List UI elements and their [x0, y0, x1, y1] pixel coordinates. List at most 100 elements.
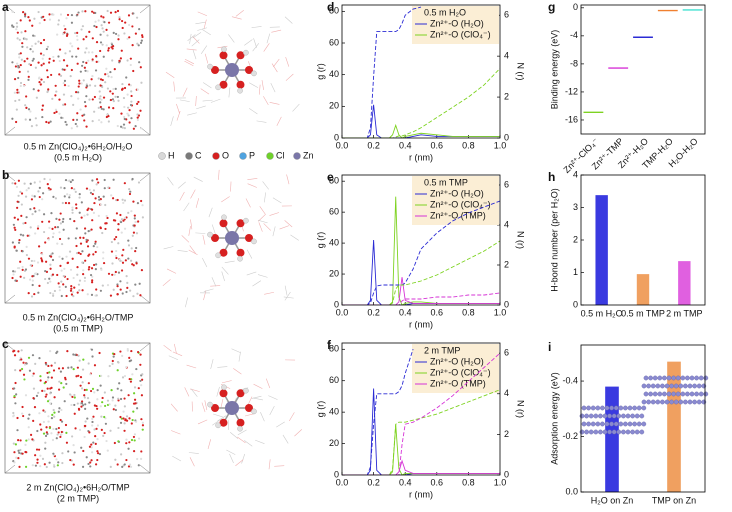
atom-dot — [18, 267, 20, 269]
atom-dot — [69, 50, 71, 52]
atom-dot — [21, 59, 23, 61]
atom-dot — [63, 25, 65, 27]
y-tick-label: 80 — [329, 6, 339, 16]
atom-dot — [137, 220, 139, 222]
bond-line — [171, 404, 178, 412]
atom-dot — [54, 94, 56, 96]
atom-dot — [33, 372, 35, 374]
atom-dot — [45, 435, 47, 437]
atom-dot — [60, 212, 62, 214]
bond-line — [183, 88, 187, 97]
atom-dot — [26, 58, 28, 60]
oxygen — [237, 419, 245, 427]
bond-line — [226, 450, 235, 455]
atom-dot — [17, 77, 19, 79]
oxygen — [220, 219, 228, 227]
atom-dot — [139, 110, 141, 112]
bond-line — [182, 235, 189, 242]
y2-tick-label: 0 — [504, 469, 509, 479]
atom-dot — [34, 181, 36, 183]
slab-atom — [640, 414, 644, 418]
atom-dot — [76, 35, 78, 37]
bond-line — [195, 22, 205, 24]
atom-dot — [120, 57, 122, 59]
bond-line — [196, 96, 197, 106]
bond-line — [246, 199, 251, 208]
bond-line — [276, 422, 284, 427]
bond-line — [189, 453, 199, 454]
bond-line — [174, 82, 175, 92]
atom-dot — [58, 286, 60, 288]
atom-dot — [46, 431, 48, 433]
atom-dot — [61, 258, 63, 260]
atom-dot — [58, 256, 60, 258]
bond-line — [258, 275, 268, 278]
atom-dot — [20, 31, 22, 33]
atom-dot — [96, 450, 98, 452]
atom-dot — [138, 61, 140, 63]
atom-dot — [28, 426, 30, 428]
atom-dot — [84, 227, 86, 229]
atom-dot — [59, 289, 61, 291]
atom-dot — [94, 364, 96, 366]
atom-dot — [124, 422, 126, 424]
atom-dot — [94, 197, 96, 199]
slab-atom — [598, 430, 602, 434]
atom-dot — [80, 28, 82, 30]
atom-dot — [60, 409, 62, 411]
cumulative-line — [342, 241, 500, 305]
slab-atom — [692, 400, 696, 404]
slab-atom — [596, 422, 600, 426]
atom-dot — [125, 439, 127, 441]
bond-line — [191, 190, 196, 199]
bond-line — [203, 100, 213, 101]
slab-atom — [612, 414, 616, 418]
atom-dot — [128, 244, 130, 246]
atom-dot — [120, 112, 122, 114]
atom-dot — [88, 230, 90, 232]
atom-dot — [134, 402, 136, 404]
x-tick-label: 0.8 — [462, 477, 475, 487]
y2-tick-label: 6 — [504, 179, 509, 189]
atom-dot — [122, 292, 124, 294]
atom-dot — [75, 207, 77, 209]
atom-dot — [117, 440, 119, 442]
atom-dot — [101, 232, 103, 234]
atom-dot — [30, 264, 32, 266]
atom-dot — [135, 421, 137, 423]
atom-dot — [122, 410, 124, 412]
atom-dot — [13, 395, 15, 397]
atom-dot — [75, 56, 77, 58]
atom-dot — [55, 90, 57, 92]
bond-line — [260, 206, 266, 214]
atom-dot — [58, 407, 60, 409]
slab-atom — [690, 376, 694, 380]
atom-dot — [44, 442, 46, 444]
atom-dot — [63, 275, 65, 277]
atom-dot — [65, 17, 67, 19]
y-tick-label: -4 — [570, 30, 578, 40]
atom-dot — [134, 125, 136, 127]
atom-dot — [12, 412, 14, 414]
bond-line — [193, 32, 201, 38]
atom-dot — [92, 388, 94, 390]
atom-dot — [52, 274, 54, 276]
atom-dot — [127, 448, 129, 450]
atom-dot — [130, 58, 132, 60]
atom-dot — [123, 106, 125, 108]
y-tick-label: 0.0 — [565, 486, 578, 496]
atom-dot — [24, 444, 26, 446]
atom-dot — [117, 223, 119, 225]
atom-dot — [36, 124, 38, 126]
atom-dot — [68, 196, 70, 198]
atom-dot — [129, 378, 131, 380]
atom-dot — [76, 119, 78, 121]
atom-dot — [96, 408, 98, 410]
atom-dot — [111, 43, 113, 45]
atom-dot — [11, 118, 13, 120]
atom-dot — [100, 269, 102, 271]
hydrogen — [207, 402, 212, 407]
atom-dot — [125, 76, 127, 78]
slab-atom — [676, 376, 680, 380]
atom-dot — [78, 80, 80, 82]
